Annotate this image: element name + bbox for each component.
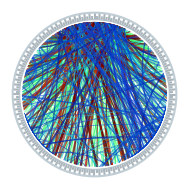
Circle shape	[22, 22, 167, 167]
